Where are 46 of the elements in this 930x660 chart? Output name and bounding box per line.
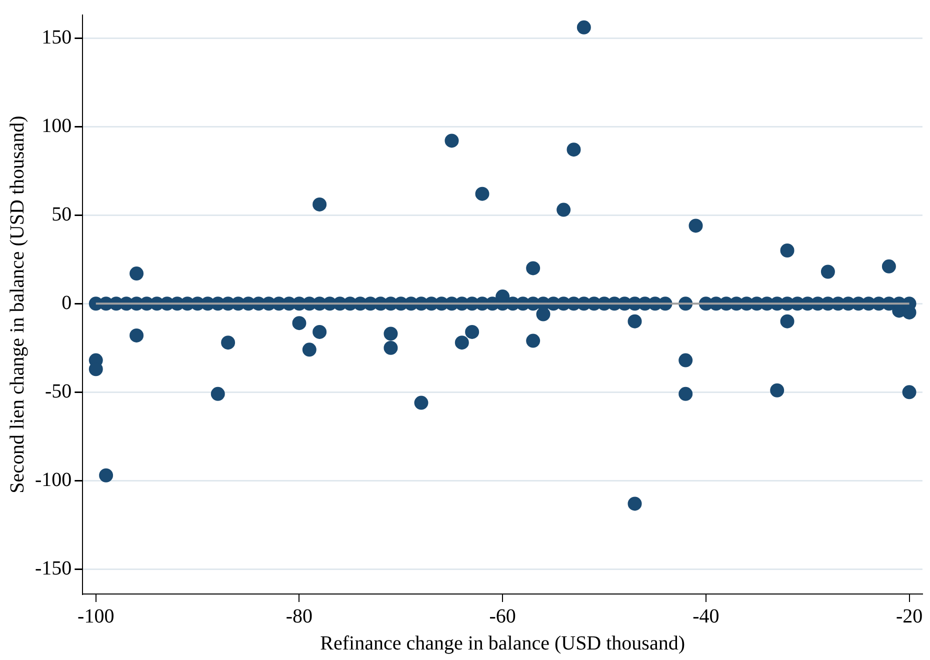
point xyxy=(678,386,693,401)
point xyxy=(302,342,316,357)
x-tick-label: -80 xyxy=(286,605,313,628)
point xyxy=(384,326,398,341)
y-tick-label: 150 xyxy=(42,26,72,48)
y-tick-label: -100 xyxy=(34,468,72,491)
point xyxy=(475,186,490,201)
point xyxy=(628,496,642,511)
point xyxy=(902,385,916,400)
point xyxy=(576,20,591,34)
point xyxy=(99,468,114,482)
point xyxy=(444,134,459,148)
point xyxy=(221,336,236,350)
point xyxy=(312,324,327,339)
point xyxy=(210,386,225,401)
x-tick-label: -20 xyxy=(896,605,923,628)
x-axis-title: Refinance change in balance (USD thousand) xyxy=(320,632,686,654)
point xyxy=(678,353,693,368)
point xyxy=(820,264,835,279)
y-tick-label: 50 xyxy=(52,203,72,226)
point xyxy=(780,243,794,258)
y-axis-title: Second lien change in balance (USD thousand) xyxy=(6,116,28,494)
point xyxy=(130,328,144,342)
x-tick-label: -60 xyxy=(489,605,516,628)
point xyxy=(688,218,703,233)
point xyxy=(130,266,144,281)
point xyxy=(384,340,398,355)
point xyxy=(780,314,794,328)
point xyxy=(312,197,327,212)
point xyxy=(526,261,540,276)
point xyxy=(454,336,469,350)
y-tick-label: -150 xyxy=(34,557,72,580)
y-tick-label: 100 xyxy=(42,114,72,137)
y-tick-label: 0 xyxy=(62,292,72,314)
x-tick-label: -40 xyxy=(692,605,720,628)
point xyxy=(414,396,428,410)
point xyxy=(526,334,540,348)
x-tick-label: -100 xyxy=(78,605,114,628)
point xyxy=(292,316,306,330)
point xyxy=(770,383,784,398)
y-tick-label: -50 xyxy=(44,380,72,402)
point xyxy=(882,259,896,274)
point xyxy=(628,314,642,328)
point xyxy=(556,202,571,217)
point xyxy=(465,324,480,339)
point xyxy=(566,142,581,157)
